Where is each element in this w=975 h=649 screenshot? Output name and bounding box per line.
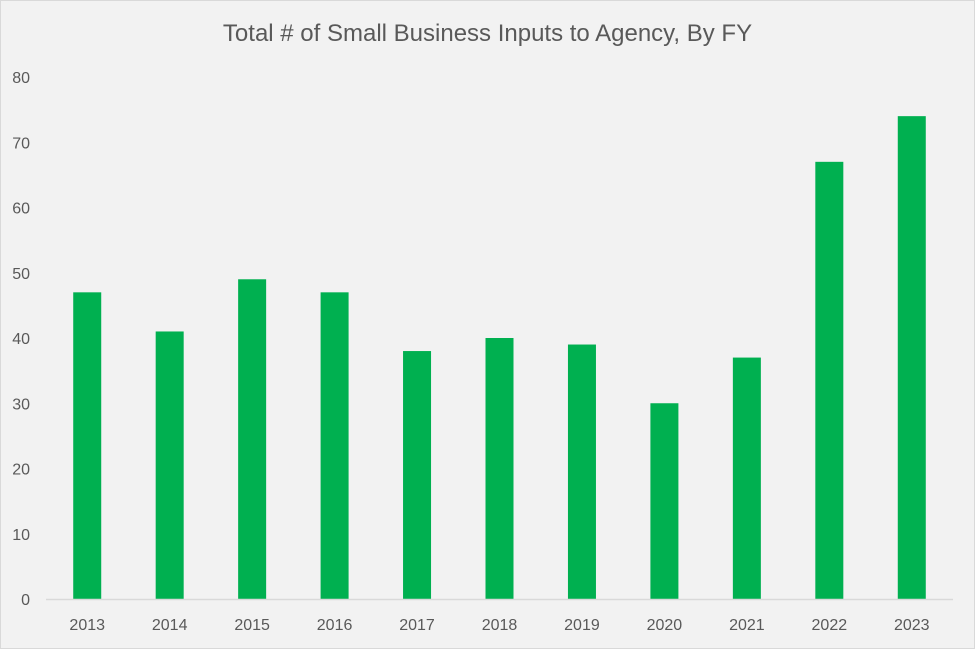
bar-2019 [567,344,596,599]
bar-2018 [485,338,514,599]
y-tick-label: 10 [12,527,30,544]
x-tick-label: 2013 [69,617,105,634]
x-tick-label: 2019 [564,617,600,634]
y-tick-label: 70 [12,135,30,152]
bar-2020 [650,403,679,599]
x-tick-label: 2021 [729,617,765,634]
bar-2014 [155,331,184,599]
chart-title: Total # of Small Business Inputs to Agen… [222,20,753,47]
bar-2021 [732,357,761,599]
y-tick-label: 50 [12,266,30,283]
bar-2016 [320,292,349,599]
y-tick-label: 20 [12,462,30,479]
bar-2013 [73,292,102,599]
x-tick-label: 2023 [894,617,930,634]
y-tick-label: 60 [12,201,30,218]
bar-2022 [815,161,844,599]
bar-2023 [897,116,926,600]
y-tick-label: 40 [12,331,30,348]
x-tick-label: 2020 [647,617,683,634]
x-tick-label: 2022 [812,617,848,634]
y-tick-label: 0 [21,592,30,609]
x-tick-label: 2014 [152,617,188,634]
x-tick-label: 2015 [234,617,270,634]
y-tick-label: 80 [12,70,30,87]
x-tick-label: 2018 [482,617,518,634]
bar-2017 [403,351,432,599]
y-tick-label: 30 [12,396,30,413]
bar-2015 [238,279,267,599]
x-tick-label: 2017 [399,617,435,634]
x-tick-label: 2016 [317,617,353,634]
